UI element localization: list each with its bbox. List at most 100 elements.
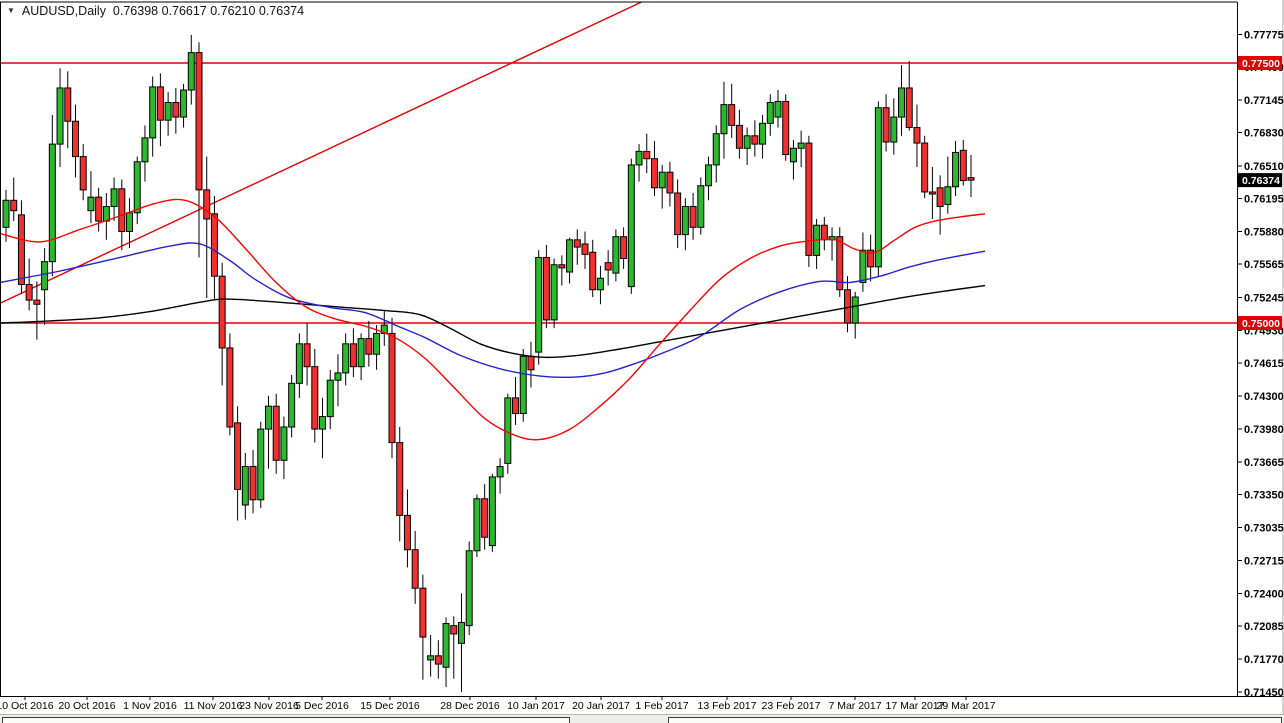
candle <box>542 245 550 329</box>
date-tick-label: 11 Nov 2016 <box>184 700 243 712</box>
date-tick-label: 23 Nov 2016 <box>239 700 299 712</box>
ma-red-line[interactable] <box>0 198 986 441</box>
candle <box>666 161 674 207</box>
candle <box>558 255 566 286</box>
candle <box>442 617 450 687</box>
candle <box>195 42 203 258</box>
candle <box>180 83 188 128</box>
price-tick-label: 0.75565 <box>1244 259 1284 271</box>
candle <box>234 406 242 521</box>
candle <box>789 139 797 180</box>
candle <box>604 250 612 286</box>
price-tick-label: 0.72085 <box>1244 621 1284 633</box>
candle <box>535 250 543 365</box>
candle <box>411 531 419 604</box>
candle <box>705 156 713 201</box>
date-tick-label: 17 Mar 2017 <box>886 700 945 712</box>
candle <box>890 98 898 155</box>
candle <box>728 83 736 138</box>
date-tick-label: 5 Dec 2016 <box>295 700 349 712</box>
level-price-tag: 0.75000 <box>1238 316 1282 330</box>
candle <box>658 164 666 209</box>
candle <box>210 196 218 301</box>
candle <box>311 349 319 443</box>
candle <box>882 94 890 152</box>
candle <box>403 489 411 568</box>
candle <box>156 73 164 147</box>
price-tick-label: 0.71450 <box>1244 687 1284 699</box>
price-tick-label: 0.73350 <box>1244 490 1284 502</box>
price-axis[interactable]: 0.777750.774600.771450.768300.765100.761… <box>1237 29 1284 699</box>
candle <box>859 232 867 292</box>
candle <box>635 144 643 182</box>
candle <box>133 156 141 225</box>
candle <box>851 291 859 339</box>
date-tick-label: 1 Nov 2016 <box>123 700 177 712</box>
candle <box>326 369 334 430</box>
background-window-edge[interactable] <box>2 717 570 723</box>
candle <box>203 156 211 299</box>
candle <box>481 484 489 550</box>
candle <box>465 541 473 635</box>
date-axis[interactable]: 10 Oct 2016 20 Oct 2016 1 Nov 2016 11 Nov 2… <box>0 696 996 712</box>
price-tick-label: 0.71770 <box>1244 654 1284 666</box>
candle <box>573 229 581 265</box>
candle <box>164 92 172 136</box>
candle <box>249 449 257 514</box>
candle <box>566 237 574 284</box>
candle <box>689 193 697 240</box>
candle <box>241 453 249 520</box>
candle <box>295 333 303 398</box>
price-tick-label: 0.77145 <box>1244 95 1284 107</box>
candle <box>697 177 705 235</box>
price-tick-label: 0.77775 <box>1244 29 1284 41</box>
date-tick-label: 20 Oct 2016 <box>58 700 115 712</box>
price-tick-label: 0.72400 <box>1244 588 1284 600</box>
candle <box>874 101 882 277</box>
background-window-edge[interactable] <box>668 717 1282 723</box>
trendline[interactable] <box>0 0 660 304</box>
candle <box>64 71 72 149</box>
candle <box>334 354 342 407</box>
chart-title-bar: ▼ AUDUSD,Daily 0.76398 0.76617 0.76210 0… <box>7 4 304 18</box>
candle <box>867 234 875 282</box>
current-price-tag: 0.76374 <box>1238 173 1282 188</box>
candle <box>936 175 944 235</box>
candle <box>712 125 720 183</box>
candle <box>396 427 404 542</box>
level-price-tag: 0.77500 <box>1238 56 1282 70</box>
symbol-dropdown-icon[interactable]: ▼ <box>7 6 15 15</box>
candle <box>674 179 682 249</box>
candle <box>71 104 79 178</box>
candle <box>944 156 952 214</box>
candles <box>2 34 975 693</box>
candle <box>759 115 767 159</box>
candle <box>280 416 288 479</box>
ma-black-line[interactable] <box>0 284 986 359</box>
price-tick-label: 0.75245 <box>1244 293 1284 305</box>
price-tick-label: 0.76195 <box>1244 194 1284 206</box>
date-tick-label: 23 Feb 2017 <box>762 700 821 712</box>
date-tick-label: 13 Feb 2017 <box>698 700 757 712</box>
candle <box>473 494 481 557</box>
ma-blue-line[interactable] <box>0 242 986 379</box>
candle <box>550 258 558 329</box>
taskbar-strip <box>0 714 1284 723</box>
candle <box>735 109 743 159</box>
candle <box>836 227 844 297</box>
candle <box>427 635 435 677</box>
candle <box>56 68 64 167</box>
candle <box>967 154 975 198</box>
date-tick-label: 28 Dec 2016 <box>440 700 500 712</box>
plot-area[interactable] <box>0 0 1237 693</box>
candle <box>797 130 805 167</box>
price-tick-label: 0.73980 <box>1244 424 1284 436</box>
candle <box>187 34 195 105</box>
candle <box>357 333 365 381</box>
date-tick-label: 7 Mar 2017 <box>828 700 881 712</box>
candle <box>743 127 751 165</box>
candle <box>905 60 913 131</box>
